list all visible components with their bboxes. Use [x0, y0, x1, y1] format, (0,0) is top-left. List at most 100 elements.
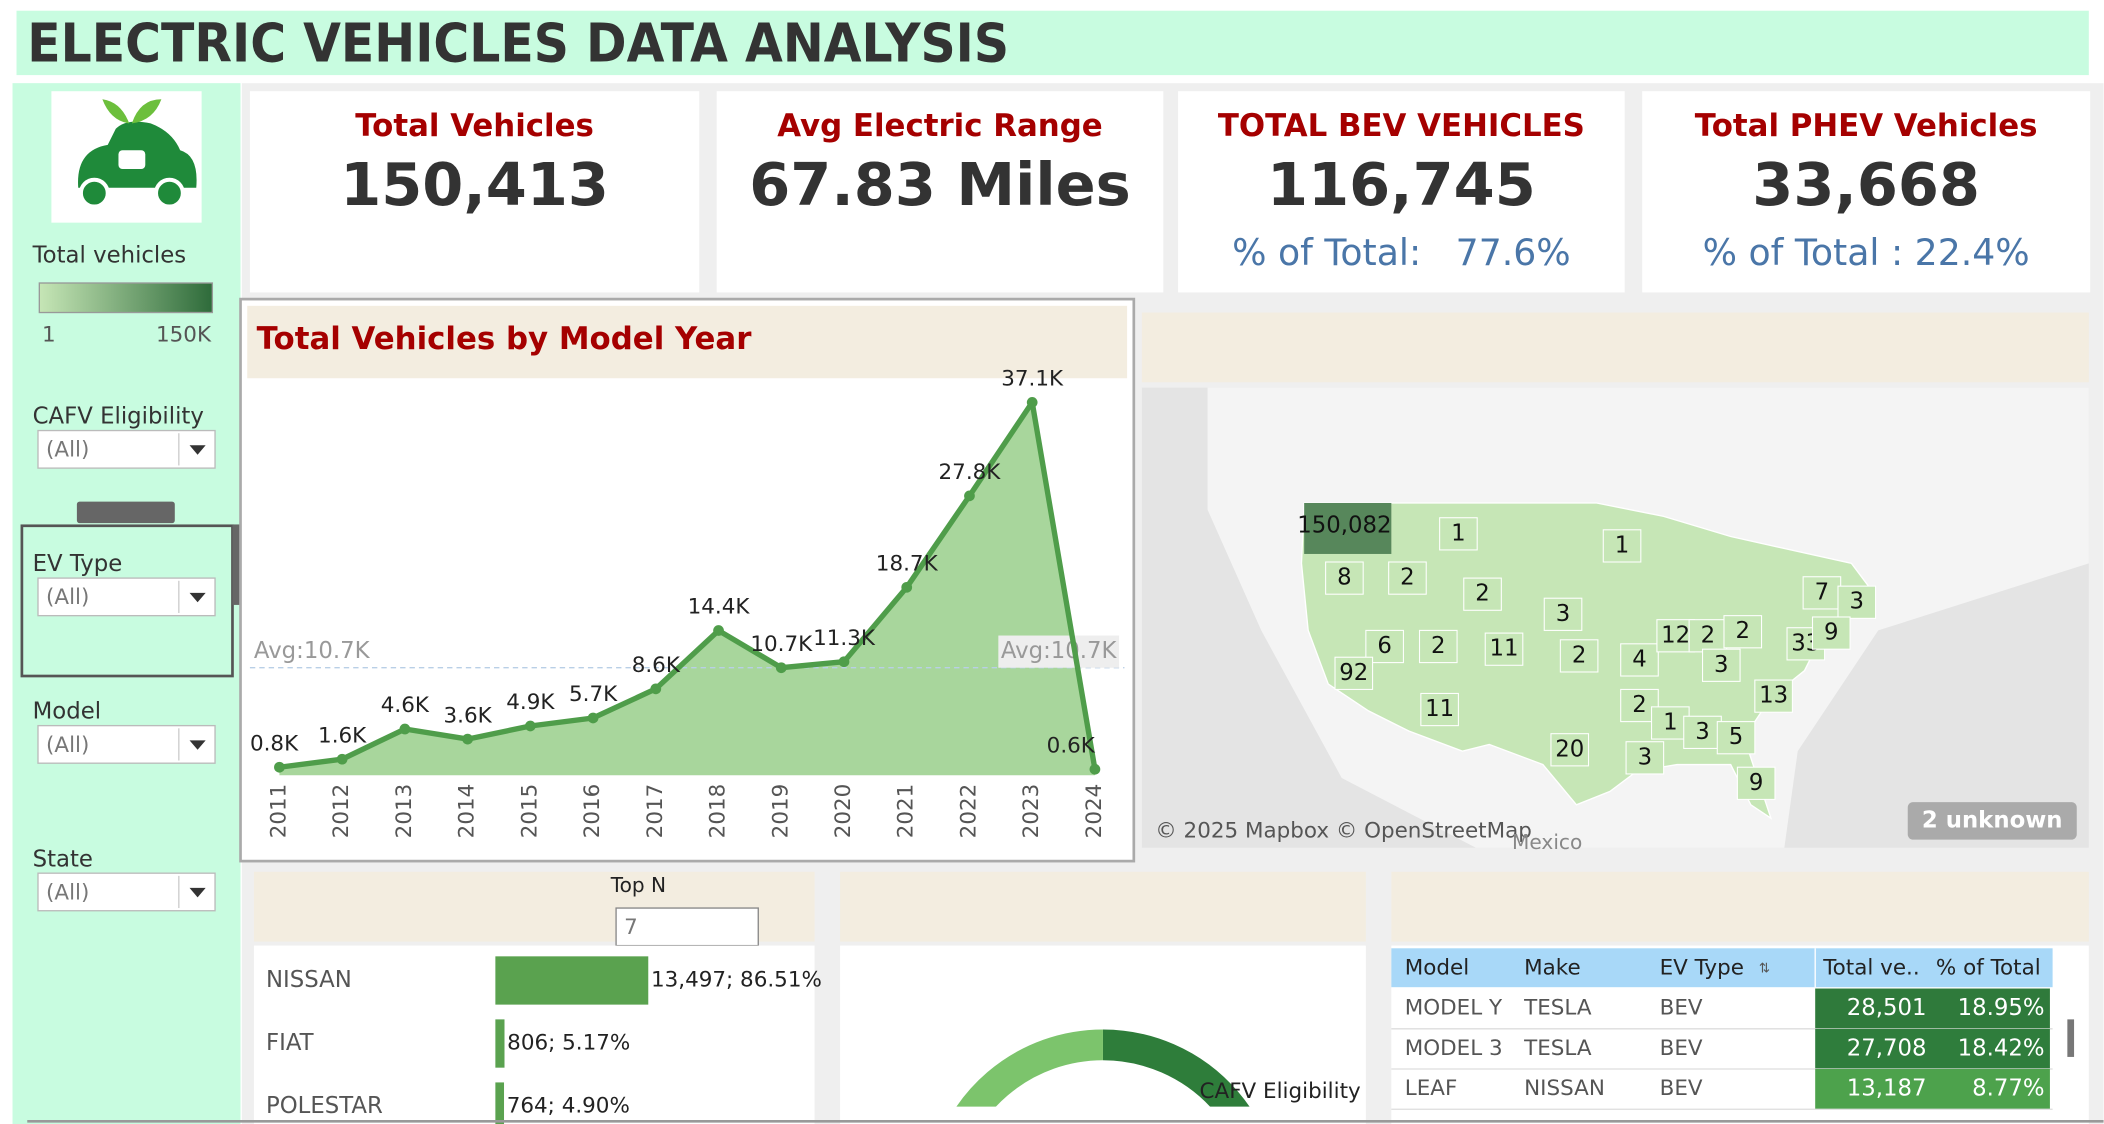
data-label: 18.7K	[876, 552, 939, 577]
kpi-card	[1178, 91, 1625, 293]
kpi-label: Total PHEV Vehicles	[1695, 108, 2038, 144]
plug	[118, 150, 146, 170]
x-tick-label: 2014	[455, 784, 480, 839]
filter-dropdown[interactable]	[37, 577, 216, 617]
cell: TESLA	[1523, 996, 1592, 1021]
x-tick-label: 2019	[768, 784, 793, 839]
state	[1723, 615, 1763, 649]
value-cells	[1815, 1069, 2050, 1110]
cell: 13,187	[1847, 1076, 1927, 1102]
state-label: 5	[1729, 724, 1744, 750]
state-label: 2	[1632, 692, 1647, 718]
panel-header	[247, 305, 1128, 379]
state-label: 3	[1695, 719, 1710, 745]
filter-value: (All)	[46, 585, 89, 610]
state	[1625, 741, 1665, 775]
filter-dropdown[interactable]	[37, 872, 216, 912]
column-header: Model	[1405, 955, 1469, 980]
x-tick-label: 2012	[329, 784, 354, 839]
cell: 18.95%	[1958, 995, 2045, 1021]
point	[838, 656, 850, 668]
state-label: 12	[1661, 622, 1690, 648]
cell: BEV	[1660, 1036, 1703, 1061]
data-label: 0.6K	[1047, 733, 1096, 758]
state	[1543, 597, 1583, 631]
donut	[956, 1029, 1250, 1107]
data-label: 5.7K	[569, 682, 618, 707]
legend-ramp	[38, 282, 214, 314]
state	[1651, 706, 1690, 740]
state-label: 92	[1339, 660, 1368, 686]
cell: 27,708	[1847, 1035, 1927, 1061]
legend-max: 150K	[156, 322, 212, 347]
point	[964, 490, 975, 502]
table-header	[1391, 948, 2053, 988]
data-label: 0.8K	[250, 731, 299, 756]
data-label: 764; 4.90%	[507, 1094, 630, 1119]
state	[1602, 529, 1642, 563]
donut-segment	[1102, 1029, 1250, 1107]
filter-label: EV Type	[33, 551, 123, 577]
state-label: 2	[1736, 618, 1751, 644]
panel-title: Total Vehicles by Model Year	[257, 321, 753, 357]
state	[1736, 766, 1776, 800]
unknown-badge[interactable]	[1907, 802, 2077, 840]
state	[1420, 692, 1459, 727]
drag-handle[interactable]	[76, 501, 175, 524]
filter-dropdown[interactable]	[37, 429, 216, 469]
filter-label: CAFV Eligibility	[33, 404, 204, 430]
kpi-card	[716, 91, 1164, 293]
state-label: 1	[1663, 709, 1678, 735]
state-label: 9	[1749, 770, 1764, 796]
state-label: 1	[1615, 532, 1630, 558]
dropdown-arrow	[189, 445, 206, 455]
state	[1837, 585, 1877, 619]
panel-header	[1141, 312, 2089, 383]
cell: LEAF	[1405, 1076, 1458, 1101]
state-label: 3	[1714, 652, 1729, 678]
point	[1089, 763, 1101, 775]
state	[1620, 688, 1659, 723]
legend-min: 1	[42, 322, 56, 347]
top-n-input[interactable]	[615, 907, 759, 947]
filter-label: State	[33, 846, 93, 872]
kpi-value: 33,668	[1752, 150, 1980, 219]
panel-header	[840, 871, 1366, 942]
dropdown-arrow	[189, 592, 206, 603]
kpi-label: Avg Electric Range	[777, 108, 1102, 144]
state-label: 20	[1555, 736, 1584, 762]
filter-value: (All)	[46, 733, 89, 758]
state-label: 2	[1431, 633, 1446, 659]
kpi-share: % of Total: 77.6%	[1232, 231, 1571, 274]
cell: 18.42%	[1958, 1035, 2045, 1061]
filter-dropdown[interactable]	[37, 724, 216, 764]
state-label: 6	[1377, 633, 1392, 659]
line	[279, 399, 1098, 770]
data-label: 4.6K	[381, 693, 430, 718]
x-tick-label: 2023	[1019, 784, 1044, 839]
data-label: 806; 5.17%	[507, 1031, 630, 1056]
state	[1559, 639, 1599, 673]
dropdown-arrow	[189, 887, 206, 898]
wheel	[78, 177, 110, 209]
data-label: 3.6K	[444, 703, 493, 728]
state-label: 2	[1475, 581, 1490, 607]
data-label: 14.4K	[688, 595, 751, 620]
state-label: 150,082	[1297, 512, 1391, 538]
point	[274, 761, 285, 773]
x-tick-label: 2016	[580, 784, 605, 839]
data-label: 37.1K	[1001, 367, 1064, 392]
state	[1304, 502, 1392, 554]
state-label: 1	[1451, 520, 1466, 546]
bar	[495, 956, 649, 1005]
wheel	[154, 177, 185, 209]
state	[1463, 577, 1502, 611]
cell: BEV	[1660, 996, 1703, 1021]
state	[1484, 632, 1524, 666]
value-cells	[1815, 1028, 2050, 1070]
bar	[495, 1082, 505, 1124]
column-header: % of Total	[1936, 955, 2041, 980]
scrollbar[interactable]	[2067, 1019, 2075, 1057]
data-label: 4.9K	[506, 690, 555, 715]
